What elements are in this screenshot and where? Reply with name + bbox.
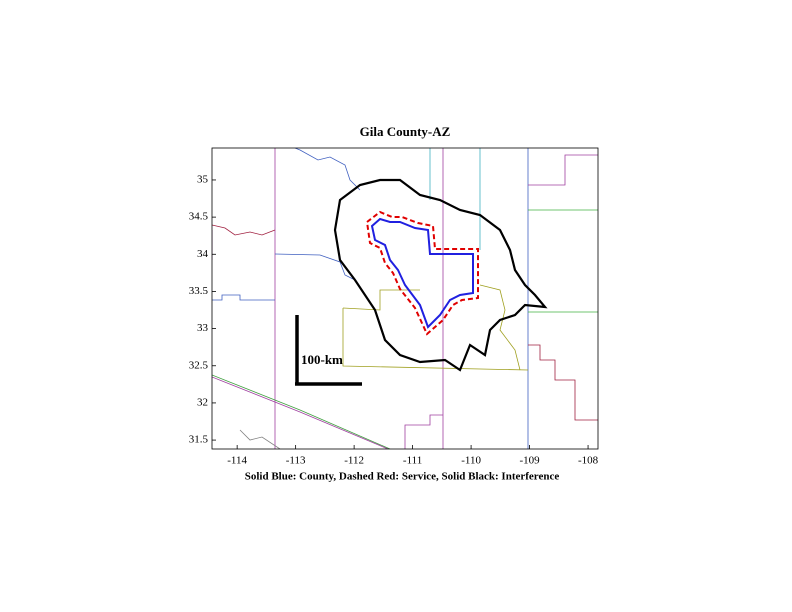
x-tick-label: -108 (578, 455, 599, 467)
boundary (528, 344, 598, 421)
y-tick-label: 33 (197, 322, 209, 334)
county-boundary (370, 217, 474, 329)
map-caption: Solid Blue: County, Dashed Red: Service,… (245, 471, 560, 483)
scale-label: 100-km (301, 352, 343, 367)
x-tick-label: -114 (227, 455, 247, 467)
boundary (404, 414, 443, 449)
interference-contour (333, 178, 548, 372)
y-tick-label: 33.5 (189, 285, 209, 297)
x-tick-label: -111 (403, 455, 422, 467)
map-frame (211, 147, 599, 450)
x-tick-label: -110 (461, 455, 481, 467)
map-title: Gila County-AZ (360, 124, 451, 139)
service-contour (365, 210, 479, 336)
boundary (212, 294, 275, 301)
boundary (528, 154, 598, 186)
boundary (212, 376, 389, 449)
boundary (294, 148, 361, 191)
boundary (212, 224, 276, 236)
boundary (212, 374, 391, 449)
y-tick-label: 35 (197, 173, 209, 185)
boundary (239, 429, 281, 449)
x-tick-label: -109 (519, 455, 540, 467)
boundary (274, 253, 356, 281)
x-tick-label: -112 (344, 455, 364, 467)
boundary (479, 284, 521, 371)
y-tick-label: 32.5 (189, 359, 209, 371)
boundary (342, 308, 529, 371)
map-layers (212, 148, 598, 449)
y-tick-label: 34 (197, 248, 209, 260)
y-tick-label: 31.5 (189, 434, 209, 446)
y-tick-label: 32 (197, 396, 208, 408)
y-tick-label: 34.5 (189, 211, 209, 223)
x-tick-label: -113 (286, 455, 306, 467)
